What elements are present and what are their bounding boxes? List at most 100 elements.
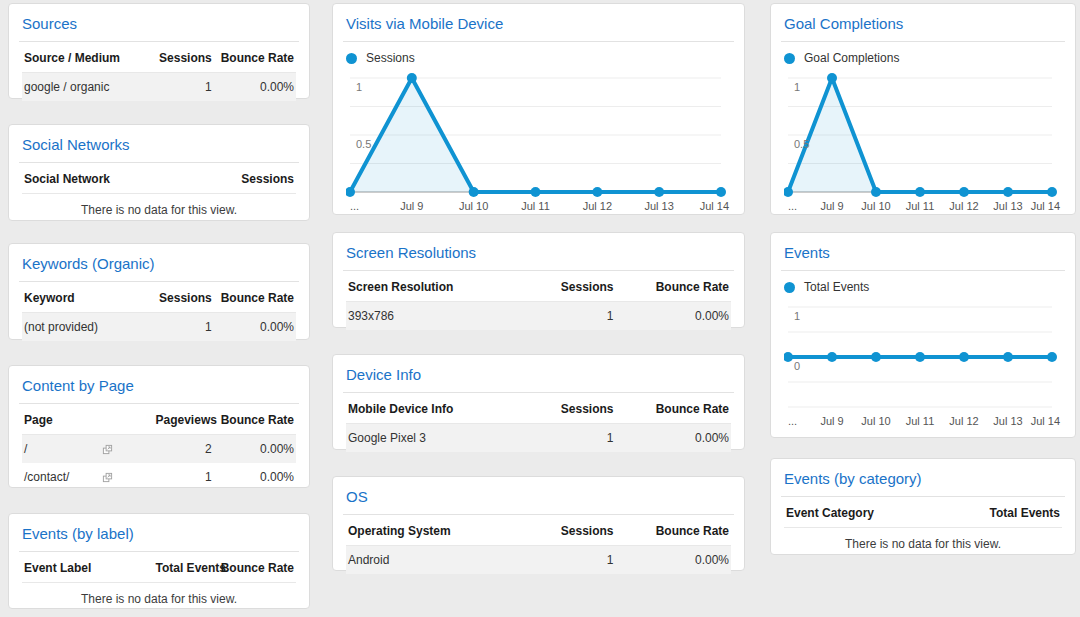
svg-text:Jul 9: Jul 9 [820,415,843,427]
card-goal-completions: Goal Completions Goal Completions 10.5..… [770,3,1076,215]
empty-state-message: There is no data for this view. [784,528,1062,560]
column-header: Bounce Rate [615,272,731,302]
card-title-screen-resolutions[interactable]: Screen Resolutions [333,233,744,270]
cell-sessions: 1 [154,313,214,342]
legend-label: Total Events [804,280,869,294]
card-screen-resolutions: Screen Resolutions Screen Resolution Ses… [332,232,745,328]
card-title-events-by-category[interactable]: Events (by category) [771,459,1075,496]
card-title-content-by-page[interactable]: Content by Page [9,366,309,403]
cell-sessions: 1 [531,546,616,575]
svg-text:...: ... [788,200,797,212]
legend-label: Sessions [366,51,415,65]
table-row: google / organic 1 0.00% [22,73,296,102]
legend-dot-icon [784,282,795,293]
column-header: Sessions [531,516,616,546]
cell-page: / [22,435,154,464]
svg-text:Jul 12: Jul 12 [583,200,612,212]
empty-state-row: There is no data for this view. [22,583,296,615]
column-header: Social Network [22,164,186,194]
column-header: Pageviews [154,405,214,435]
svg-text:...: ... [788,415,797,427]
card-keywords-organic: Keywords (Organic) Keyword Sessions Boun… [8,243,310,340]
cell-pageviews: 1 [154,463,214,491]
divider [19,41,299,42]
card-title-social-networks[interactable]: Social Networks [9,125,309,162]
sources-table: Source / Medium Sessions Bounce Rate goo… [22,43,296,101]
cell-sessions: 1 [531,302,616,331]
card-title-os[interactable]: OS [333,477,744,514]
svg-text:Jul 10: Jul 10 [459,200,488,212]
column-header: Operating System [346,516,531,546]
cell-sessions: 1 [531,424,616,453]
card-visits-via-mobile-device: Visits via Mobile Device Sessions 10.5..… [332,3,745,215]
svg-text:...: ... [350,200,359,212]
column-header: Bounce Rate [214,405,296,435]
column-header: Keyword [22,283,154,313]
card-device-info: Device Info Mobile Device Info Sessions … [332,354,745,450]
column-header: Bounce Rate [615,516,731,546]
line-chart-total-events[interactable]: 10...Jul 9Jul 10Jul 11Jul 12Jul 13Jul 14 [784,297,1062,433]
line-chart-visits[interactable]: 10.5...Jul 9Jul 10Jul 11Jul 12Jul 13Jul … [346,68,731,218]
cell-bounce-rate: 0.00% [615,302,731,331]
cell-bounce-rate: 0.00% [214,435,296,464]
content-by-page-table: Page Pageviews Bounce Rate / [22,405,296,491]
empty-state-message: There is no data for this view. [22,583,296,615]
os-table: Operating System Sessions Bounce Rate An… [346,516,731,574]
page-path: / [24,442,102,456]
empty-state-row: There is no data for this view. [784,528,1062,560]
divider [343,514,734,515]
divider [19,403,299,404]
cell-screen-resolution: 393x786 [346,302,531,331]
card-title-keywords-organic[interactable]: Keywords (Organic) [9,244,309,281]
table-row: 393x786 1 0.00% [346,302,731,331]
card-title-sources[interactable]: Sources [9,4,309,41]
divider [343,392,734,393]
column-header: Bounce Rate [214,283,296,313]
line-chart-goal-completions[interactable]: 10.5...Jul 9Jul 10Jul 11Jul 12Jul 13Jul … [784,68,1062,218]
chart-legend: Goal Completions [771,42,1075,68]
svg-text:Jul 14: Jul 14 [700,200,729,212]
column-header: Bounce Rate [214,43,296,73]
cell-bounce-rate: 0.00% [615,546,731,575]
analytics-dashboard: Sources Source / Medium Sessions Bounce … [0,0,1080,617]
device-info-table: Mobile Device Info Sessions Bounce Rate … [346,394,731,452]
divider [19,551,299,552]
open-in-new-icon[interactable] [102,444,113,455]
keywords-table: Keyword Sessions Bounce Rate (not provid… [22,283,296,341]
cell-sessions: 1 [154,73,214,102]
svg-text:Jul 10: Jul 10 [861,415,890,427]
card-title-events-by-label[interactable]: Events (by label) [9,514,309,551]
cell-page: /contact/ [22,463,154,491]
empty-state-row: There is no data for this view. [22,194,296,226]
card-sources: Sources Source / Medium Sessions Bounce … [8,3,310,99]
column-header: Event Category [784,498,951,528]
table-row: Android 1 0.00% [346,546,731,575]
column-header: Page [22,405,154,435]
column-header: Sessions [186,164,296,194]
card-title-device-info[interactable]: Device Info [333,355,744,392]
cell-device: Google Pixel 3 [346,424,531,453]
table-row: /contact/ 1 0.00% [22,463,296,491]
svg-text:Jul 13: Jul 13 [644,200,673,212]
cell-bounce-rate: 0.00% [214,463,296,491]
column-header: Sessions [531,394,616,424]
chart-legend: Sessions [333,42,744,68]
svg-text:Jul 10: Jul 10 [861,200,890,212]
open-in-new-icon[interactable] [102,472,113,483]
column-header: Sessions [531,272,616,302]
column-header: Screen Resolution [346,272,531,302]
cell-bounce-rate: 0.00% [615,424,731,453]
divider [19,162,299,163]
events-by-label-table: Event Label Total Events Bounce Rate The… [22,553,296,614]
events-by-category-table: Event Category Total Events There is no … [784,498,1062,559]
card-title-events[interactable]: Events [771,233,1075,270]
card-title-goal-completions[interactable]: Goal Completions [771,4,1075,41]
card-social-networks: Social Networks Social Network Sessions … [8,124,310,221]
svg-text:0.5: 0.5 [356,138,371,150]
svg-text:Jul 11: Jul 11 [906,200,935,212]
svg-text:Jul 14: Jul 14 [1031,415,1060,427]
divider [781,496,1065,497]
card-title-visits-via-mobile-device[interactable]: Visits via Mobile Device [333,4,744,41]
svg-text:0: 0 [794,360,800,372]
cell-pageviews: 2 [154,435,214,464]
